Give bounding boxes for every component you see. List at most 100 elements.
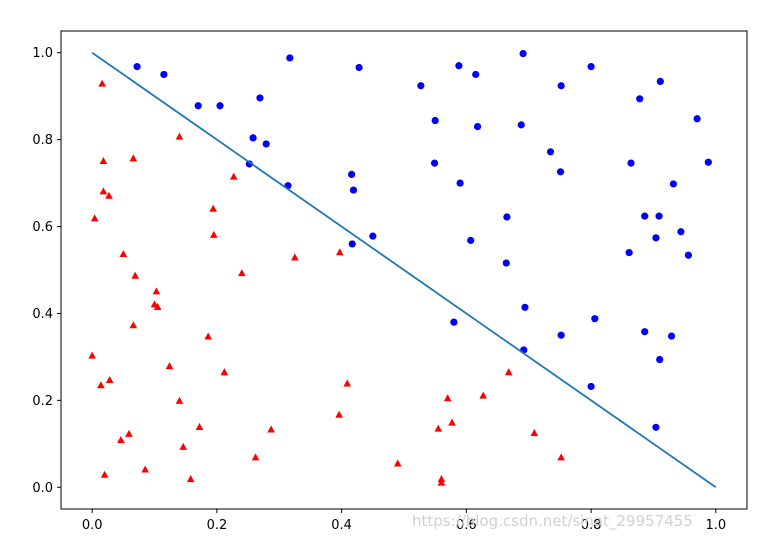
series-0-point-38 [655, 212, 663, 220]
series-0-point-7 [249, 134, 257, 142]
points-layer [88, 50, 712, 486]
series-1-point-38 [179, 442, 188, 450]
y-axis-ticks: 0.0 0.2 0.4 0.6 0.8 1.0 [32, 46, 61, 496]
series-0-point-32 [704, 158, 712, 166]
series-1-point-14 [131, 271, 140, 279]
series-0-point-20 [557, 82, 565, 90]
series-0-point-29 [546, 148, 555, 156]
series-1-point-34 [267, 425, 275, 433]
series-0-point-4 [256, 94, 264, 102]
series-1-point-10 [119, 249, 128, 257]
series-0-point-31 [627, 159, 635, 167]
series-0-point-36 [502, 259, 510, 267]
series-1-point-20 [88, 351, 97, 359]
series-1-point-28 [443, 394, 452, 402]
series-0-point-47 [641, 328, 649, 336]
y-tick-label-4: 0.8 [32, 133, 53, 148]
series-0-point-19 [587, 63, 595, 71]
series-0-point-22 [473, 123, 482, 131]
series-1-point-33 [434, 424, 443, 432]
series-1-point-9 [209, 230, 218, 238]
series-0-point-42 [684, 251, 692, 259]
series-0-point-5 [286, 54, 294, 62]
series-1-point-27 [175, 396, 184, 404]
series-0-point-14 [369, 232, 377, 240]
x-tick-label-5: 1.0 [705, 518, 726, 533]
series-0-point-2 [194, 102, 202, 110]
series-1-point-6 [105, 191, 113, 199]
series-1-point-35 [125, 429, 133, 437]
series-0-point-13 [348, 240, 356, 248]
series-0-point-1 [160, 70, 168, 79]
series-1-point-22 [220, 368, 229, 376]
y-tick-label-1: 0.2 [32, 394, 53, 409]
x-tick-label-4: 0.8 [581, 518, 602, 533]
series-1-point-25 [105, 375, 114, 384]
series-2-line [91, 51, 717, 489]
series-1-point-32 [195, 422, 204, 430]
x-axis-ticks: 0.0 0.2 0.4 0.6 0.8 1.0 [82, 509, 726, 533]
series-1-point-7 [90, 214, 99, 222]
series-1-point-17 [153, 302, 162, 311]
series-1-point-18 [129, 321, 138, 329]
series-1-point-13 [238, 269, 246, 277]
series-0-point-12 [349, 186, 358, 194]
y-tick-label-5: 1.0 [32, 46, 53, 61]
series-0-point-35 [467, 236, 475, 245]
series-0-point-6 [355, 63, 363, 72]
y-tick-label-2: 0.4 [32, 307, 53, 322]
series-0-point-9 [245, 160, 253, 168]
y-tick-label-3: 0.6 [32, 220, 53, 235]
series-1-point-37 [117, 435, 125, 443]
series-1-point-40 [557, 453, 565, 461]
x-tick-label-2: 0.4 [331, 518, 352, 533]
x-tick-label-3: 0.6 [456, 518, 477, 533]
series-1-point-5 [99, 187, 108, 195]
series-1-point-31 [448, 418, 456, 426]
x-tick-label-0: 0.0 [82, 518, 103, 533]
series-0-point-17 [472, 70, 480, 79]
series-0-point-16 [455, 62, 463, 70]
series-1-point-23 [504, 368, 513, 376]
series-1-point-24 [97, 381, 105, 389]
series-0-point-44 [450, 318, 458, 326]
series-1-point-2 [99, 156, 108, 164]
series-1-point-19 [204, 332, 213, 340]
series-0-point-33 [669, 180, 678, 188]
series-0-point-40 [677, 228, 685, 236]
series-0-point-23 [517, 121, 525, 129]
line-layer [91, 51, 717, 489]
series-1-point-1 [175, 132, 184, 140]
series-0-point-15 [417, 82, 425, 90]
series-1-point-3 [129, 154, 138, 162]
series-1-point-42 [141, 465, 150, 473]
series-0-point-50 [656, 355, 664, 364]
series-0-point-37 [641, 212, 649, 220]
series-0-point-43 [521, 303, 529, 311]
series-1-point-4 [229, 172, 238, 180]
series-1-point-8 [209, 204, 217, 212]
series-0-point-51 [587, 382, 595, 391]
series-0-point-48 [667, 332, 676, 340]
series-0-point-28 [456, 179, 464, 187]
x-tick-label-1: 0.2 [207, 518, 228, 533]
series-0-point-45 [591, 315, 599, 323]
series-1-point-21 [165, 362, 174, 370]
series-0-point-46 [557, 331, 565, 339]
series-0-point-11 [348, 170, 356, 178]
series-1-point-44 [186, 475, 195, 483]
series-0-point-24 [656, 77, 664, 86]
series-1-point-26 [343, 379, 352, 387]
series-0-point-25 [636, 95, 644, 103]
y-tick-label-0: 0.0 [32, 481, 53, 496]
watermark-text: https://blog.csdn.net/sinat_29957455 [412, 512, 693, 530]
series-1-point-29 [479, 391, 488, 399]
series-0-point-52 [652, 423, 660, 431]
series-1-point-30 [335, 410, 343, 418]
series-0-point-39 [652, 234, 660, 242]
series-0-point-8 [262, 140, 270, 148]
series-0-point-34 [503, 213, 511, 221]
series-1-point-36 [530, 428, 539, 437]
series-0-point-0 [133, 63, 141, 71]
